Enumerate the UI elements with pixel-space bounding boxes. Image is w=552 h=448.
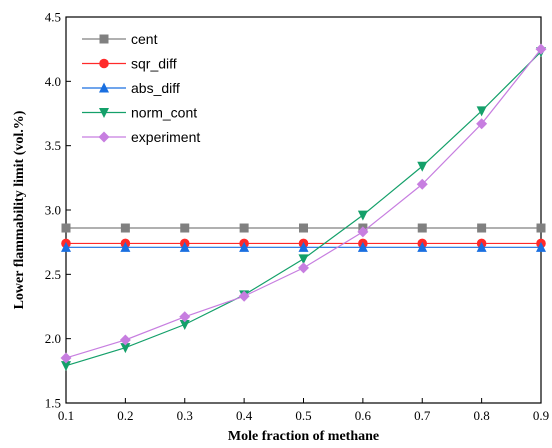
legend-marker-abs_diff: [99, 82, 109, 93]
data-point-experiment: [60, 352, 72, 364]
y-tick-label: 1.5: [45, 396, 61, 411]
legend-label: experiment: [131, 129, 200, 145]
data-point-abs_diff: [61, 241, 71, 252]
legend-marker-sqr_diff: [99, 58, 109, 69]
series-layer: [60, 43, 547, 372]
data-point-experiment: [298, 262, 309, 274]
data-point-norm_cont: [298, 254, 309, 265]
x-tick-label: 0.8: [474, 408, 490, 423]
y-tick-label: 3.0: [45, 203, 61, 218]
data-point-abs_diff: [417, 241, 428, 252]
legend-item-norm_cont: norm_cont: [82, 105, 197, 121]
data-point-cent: [180, 223, 190, 233]
x-tick-label: 0.6: [355, 408, 372, 423]
data-point-experiment: [119, 334, 131, 346]
data-point-cent: [536, 223, 546, 233]
data-point-experiment: [357, 226, 369, 238]
legend: cent sqr_diff abs_diff norm_cont experiment: [82, 31, 200, 145]
legend-label: abs_diff: [131, 80, 180, 96]
y-tick-label: 2.0: [45, 331, 61, 346]
data-point-cent: [299, 223, 308, 233]
data-point-norm_cont: [61, 361, 71, 372]
data-point-norm_cont: [476, 106, 487, 117]
series-abs_diff: [61, 241, 546, 252]
data-point-norm_cont: [179, 320, 190, 331]
plot-area: [65, 16, 542, 404]
data-point-norm_cont: [417, 161, 428, 172]
data-point-experiment: [416, 178, 428, 190]
series-cent: [61, 223, 546, 233]
data-point-cent: [417, 223, 427, 233]
data-point-norm_cont: [120, 343, 131, 354]
data-point-abs_diff: [536, 241, 546, 252]
y-tick-label: 3.5: [45, 138, 61, 153]
x-tick-label: 0.2: [117, 408, 133, 423]
x-tick-label: 0.9: [533, 408, 549, 423]
legend-marker-cent: [99, 34, 109, 44]
data-point-experiment: [179, 311, 191, 323]
y-tick-label: 4.0: [45, 74, 61, 89]
legend-marker-experiment: [98, 131, 110, 143]
x-tick-label: 0.5: [295, 408, 311, 423]
legend-label: norm_cont: [131, 105, 197, 121]
y-tick-label: 4.5: [45, 10, 61, 25]
y-axis-ticks: 1.5 2.0 2.5 3.0 3.5 4.0 4.5: [45, 10, 71, 411]
x-tick-label: 0.1: [58, 408, 74, 423]
legend-label: sqr_diff: [131, 56, 177, 72]
legend-item-abs_diff: abs_diff: [82, 80, 180, 96]
y-axis-title: Lower flammability limit (vol.%): [12, 110, 27, 309]
legend-marker-norm_cont: [99, 108, 109, 118]
data-point-abs_diff: [239, 241, 250, 252]
data-point-cent: [61, 223, 71, 233]
data-point-norm_cont: [357, 210, 368, 221]
data-point-experiment: [535, 43, 547, 55]
data-point-experiment: [476, 118, 488, 130]
data-point-cent: [120, 223, 130, 233]
x-axis-ticks: 0.1 0.2 0.3 0.4 0.5 0.6 0.7 0.8 0.9: [58, 398, 549, 423]
data-point-abs_diff: [476, 241, 487, 252]
legend-label: cent: [131, 31, 158, 47]
x-axis-title: Mole fraction of methane: [228, 429, 379, 444]
legend-item-cent: cent: [82, 31, 158, 47]
data-point-cent: [477, 223, 487, 233]
series-experiment: [60, 43, 547, 364]
y-tick-label: 2.5: [45, 267, 61, 282]
data-point-abs_diff: [120, 241, 131, 252]
legend-item-sqr_diff: sqr_diff: [82, 56, 177, 72]
data-point-abs_diff: [298, 241, 309, 252]
data-point-abs_diff: [179, 241, 190, 252]
x-tick-label: 0.7: [414, 408, 431, 423]
x-tick-label: 0.4: [236, 408, 253, 423]
data-point-experiment: [238, 290, 250, 302]
data-point-abs_diff: [357, 241, 368, 252]
legend-item-experiment: experiment: [82, 129, 200, 145]
series-line-norm_cont: [65, 51, 542, 367]
data-point-cent: [239, 223, 249, 233]
x-tick-label: 0.3: [177, 408, 193, 423]
